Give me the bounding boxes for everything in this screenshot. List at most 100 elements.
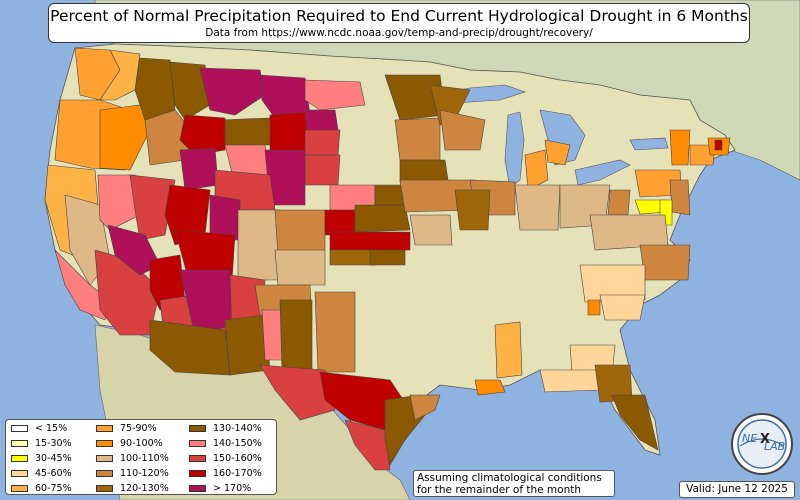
legend-item: 75-90% [96, 423, 157, 434]
region-nj [669, 179, 691, 216]
assumption-note: Assuming climatological conditions for t… [413, 470, 615, 497]
region-nv-east [129, 174, 176, 241]
lake-erie [574, 159, 631, 186]
region-nc-coast-spot [587, 299, 601, 316]
region-tx-panhandle [314, 291, 356, 373]
legend-item: 100-110% [96, 453, 169, 464]
legend-swatch [189, 425, 206, 432]
region-ks-center [329, 231, 411, 251]
note-line-2: for the remainder of the month [417, 484, 582, 496]
valid-date: Valid: June 12 2025 [679, 481, 795, 498]
legend-label: 150-160% [213, 453, 262, 464]
region-mt-central [199, 67, 266, 116]
gulf-of-mexico [420, 372, 640, 480]
legend-item: 60-75% [11, 483, 72, 494]
region-nv-north [97, 174, 141, 231]
legend-swatch [189, 455, 206, 462]
legend-label: 140-150% [213, 438, 262, 449]
lake-michigan [504, 111, 525, 189]
legend-swatch [11, 455, 28, 462]
legend-label: 90-100% [120, 438, 163, 449]
legend-item: 110-120% [96, 468, 169, 479]
legend-item: < 15% [11, 423, 67, 434]
map-title: Percent of Normal Precipitation Required… [50, 7, 748, 25]
region-ok-north [369, 249, 406, 266]
region-wa-east [99, 49, 141, 101]
legend-item: 30-45% [11, 453, 72, 464]
legend-label: 15-30% [35, 438, 72, 449]
region-wy-west [179, 147, 219, 191]
legend-label: 120-130% [120, 483, 169, 494]
legend-label: 110-120% [120, 468, 169, 479]
region-mn-central [394, 117, 441, 161]
region-tx-south [344, 419, 391, 471]
region-ne-se [374, 184, 406, 206]
region-tx-gulf [409, 394, 441, 421]
region-ct [689, 144, 716, 166]
region-nd-west [269, 111, 311, 151]
note-line-1: Assuming climatological conditions [417, 472, 602, 484]
region-fl [611, 394, 659, 451]
legend-swatch [189, 485, 206, 492]
legend-item: > 170% [189, 483, 251, 494]
region-ks-nw [324, 209, 356, 236]
legend-item: 140-150% [189, 438, 262, 449]
legend: < 15% 15-30% 30-45% 45-60% 60-75% 75-90% 90-10… [5, 419, 277, 495]
region-ca-coast [54, 248, 111, 321]
legend-swatch [11, 485, 28, 492]
region-la [474, 379, 506, 396]
logo-arc [739, 438, 785, 447]
legend-item: 130-140% [189, 423, 262, 434]
logo-text-ne: NE [742, 432, 757, 445]
logo-globe [737, 419, 787, 469]
region-oh-east [607, 189, 631, 216]
legend-label: 30-45% [35, 453, 72, 464]
region-az-south-2 [149, 319, 231, 376]
region-co-se [274, 249, 326, 286]
region-ny [669, 129, 691, 166]
legend-swatch [11, 425, 28, 432]
legend-item: 90-100% [96, 438, 163, 449]
region-co-east [274, 209, 326, 256]
legend-label: 60-75% [35, 483, 72, 494]
region-ia-north [399, 159, 449, 183]
title-box: Percent of Normal Precipitation Required… [48, 3, 750, 43]
legend-swatch [96, 470, 113, 477]
legend-swatch [96, 485, 113, 492]
lake-ontario [629, 137, 669, 151]
region-il [454, 189, 491, 231]
region-nd [304, 79, 366, 111]
legend-label: > 170% [213, 483, 252, 494]
legend-label: 130-140% [213, 423, 262, 434]
region-ne-west [304, 154, 341, 186]
region-ks-south [329, 249, 376, 266]
logo-text-x: X [760, 432, 770, 447]
region-mt-west [169, 61, 211, 121]
region-ga-south [539, 369, 601, 393]
region-nm-se [279, 299, 313, 371]
legend-swatch [11, 440, 28, 447]
region-mt-south [219, 117, 273, 146]
legend-swatch [189, 470, 206, 477]
legend-item: 150-160% [189, 453, 262, 464]
legend-label: 160-170% [213, 468, 262, 479]
region-ks-north [354, 204, 411, 233]
legend-item: 120-130% [96, 483, 169, 494]
region-tx-west [259, 364, 336, 421]
region-ms [494, 321, 523, 379]
map-subtitle: Data from https://www.ncdc.noaa.gov/temp… [205, 27, 593, 39]
legend-swatch [189, 440, 206, 447]
logo-text-lab: LAB [764, 440, 785, 453]
region-sd [304, 129, 341, 156]
region-in [514, 184, 561, 231]
legend-item: 15-30% [11, 438, 72, 449]
legend-label: 75-90% [120, 423, 157, 434]
legend-swatch [96, 455, 113, 462]
legend-label: < 15% [35, 423, 68, 434]
legend-label: 45-60% [35, 468, 72, 479]
legend-swatch [11, 470, 28, 477]
nexlab-logo: NE X LAB [731, 413, 793, 475]
region-mi-lower [544, 139, 571, 166]
region-wi [439, 109, 486, 151]
region-sc [599, 294, 646, 321]
